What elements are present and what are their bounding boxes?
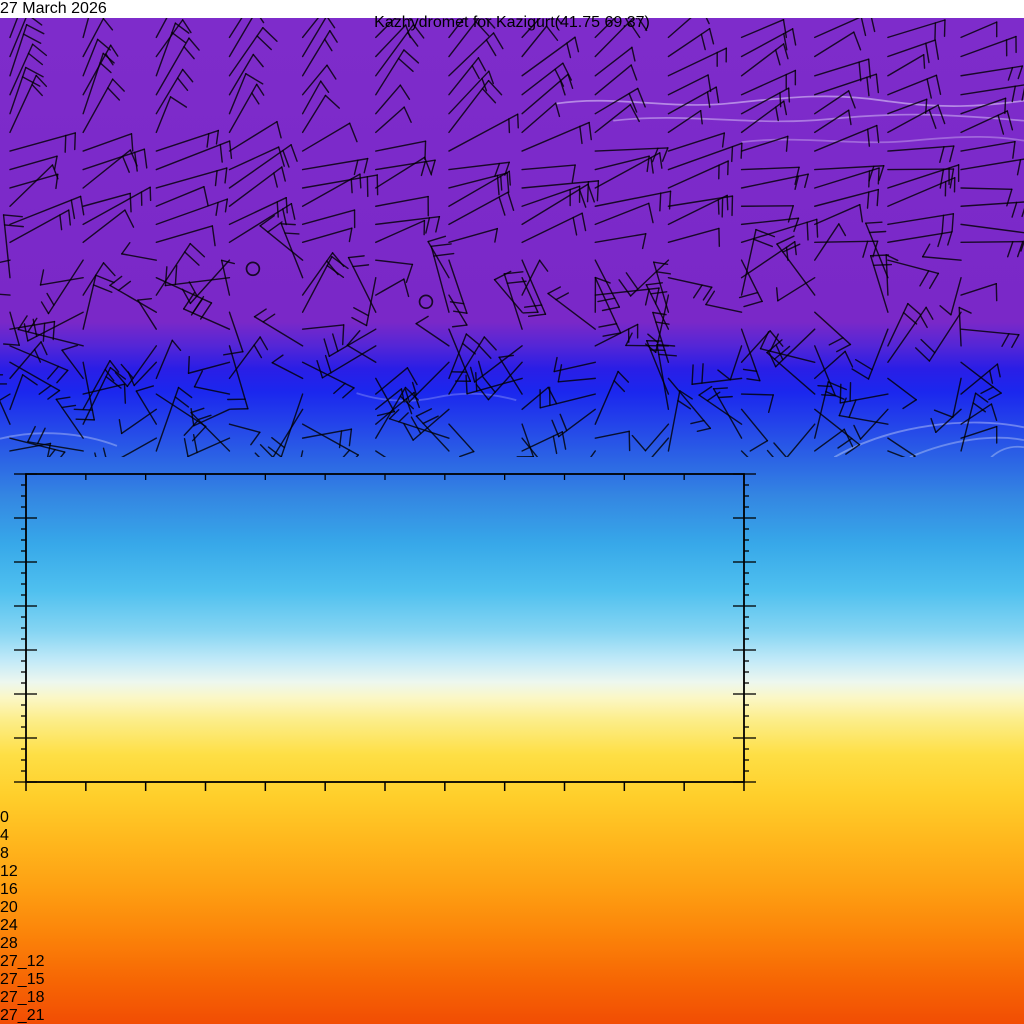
- cross-section-ticks: [14, 473, 756, 792]
- x-tick-label: 27_18: [0, 989, 45, 1007]
- x-tick-label: 27_15: [0, 971, 45, 989]
- isoline-wave: [613, 113, 1024, 123]
- y-tick-label: 28: [0, 935, 18, 953]
- y-tick-label: 16: [0, 881, 18, 899]
- x-tick-label: 27_12: [0, 953, 45, 971]
- isoline-wave: [556, 95, 1024, 107]
- contour-arc: [0, 432, 118, 447]
- contour-arc: [990, 445, 1024, 458]
- calm-wind-marker: [418, 294, 434, 310]
- y-tick-label: 24: [0, 917, 18, 935]
- contour-arc: [356, 392, 517, 402]
- page-title: Kazhydromet for Kazigurt(41.75 69.37): [374, 14, 650, 31]
- y-tick-label: 12: [0, 863, 18, 881]
- wind-barbs: [0, 0, 1024, 504]
- y-tick-label: 8: [0, 845, 9, 863]
- calm-wind-marker: [245, 261, 261, 277]
- x-tick-label: 27_21: [0, 1007, 45, 1024]
- isoline-wave: [741, 136, 1024, 144]
- y-tick-label: 20: [0, 899, 18, 917]
- contour-arc: [909, 436, 1024, 459]
- wind-barb-layer: [0, 0, 1024, 504]
- cross-section-axes: [14, 473, 756, 792]
- y-tick-label: 4: [0, 827, 9, 845]
- page-subtitle: 27 March 2026: [0, 0, 107, 17]
- y-tick-label: 0: [0, 809, 9, 827]
